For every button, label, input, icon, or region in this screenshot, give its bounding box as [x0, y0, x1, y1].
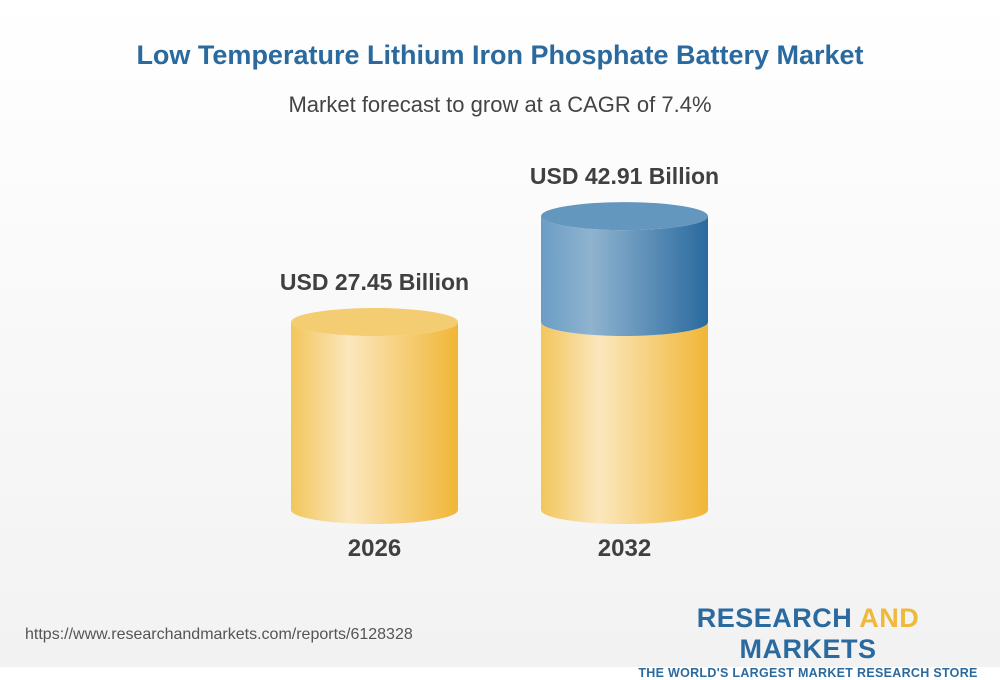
cylinder-growth-segment-2032 [541, 216, 708, 337]
cylinder-top-2032 [541, 202, 708, 231]
cylinder-body-2026 [291, 322, 459, 524]
data-label-2032: USD 42.91 Billion [530, 163, 719, 189]
logo-text: RESEARCH [696, 603, 860, 633]
logo-text-and: AND [859, 603, 920, 633]
logo-tagline: THE WORLD'S LARGEST MARKET RESEARCH STOR… [638, 666, 978, 680]
source-url[interactable]: https://www.researchandmarkets.com/repor… [25, 626, 413, 643]
chart-subtitle: Market forecast to grow at a CAGR of 7.4… [288, 92, 712, 117]
category-label-2032: 2032 [598, 535, 651, 562]
chart-title: Low Temperature Lithium Iron Phosphate B… [136, 40, 864, 70]
logo-text: MARKETS [739, 634, 877, 664]
cylinder-top-2026 [291, 308, 458, 336]
cylinder-base-segment-2032 [541, 322, 708, 524]
research-and-markets-logo: RESEARCH AND MARKETS THE WORLD'S LARGEST… [638, 603, 978, 680]
category-label-2026: 2026 [348, 535, 401, 562]
data-label-2026: USD 27.45 Billion [280, 269, 469, 295]
